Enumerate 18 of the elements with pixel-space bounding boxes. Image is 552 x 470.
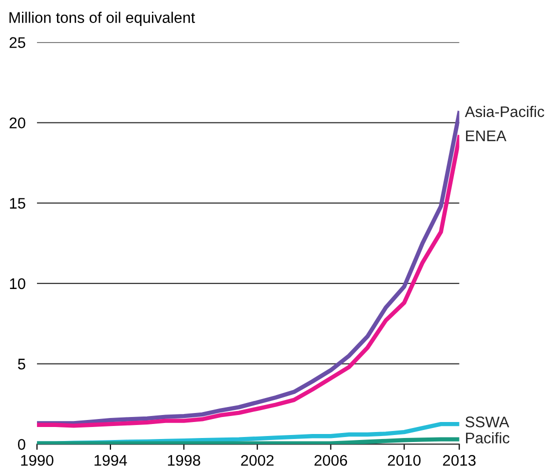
series-label: ENEA — [466, 130, 506, 142]
x-tick-label: 1990 — [21, 454, 54, 466]
y-tick-label: 20 — [10, 118, 26, 128]
series-label: Asia-Pacific — [464, 106, 544, 118]
x-tick-label: 2013 — [443, 454, 476, 466]
y-tick-label: 5 — [18, 358, 26, 370]
series-label: SSWA — [466, 416, 510, 428]
x-tick-label: 1994 — [94, 454, 127, 466]
y-axis-title: Million tons of oil equivalent — [10, 12, 195, 26]
x-tick-label: 2002 — [241, 454, 274, 466]
x-tick-label: 2006 — [314, 454, 348, 466]
y-tick-label: 10 — [10, 278, 26, 290]
y-tick-label: 0 — [18, 439, 26, 450]
x-tick-label: 2010 — [388, 454, 421, 466]
y-tick-label: 25 — [10, 37, 26, 48]
y-tick-label: 15 — [10, 198, 26, 209]
series-label: Pacific — [466, 432, 510, 444]
x-tick-label: 1998 — [168, 454, 200, 466]
